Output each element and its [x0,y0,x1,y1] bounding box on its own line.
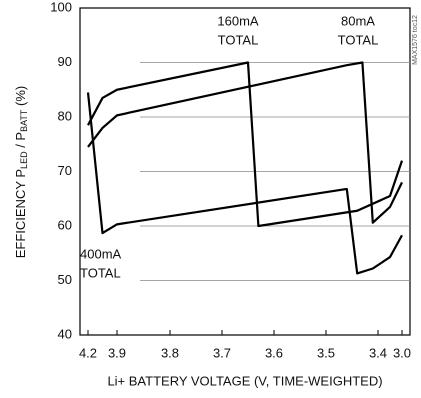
annotation: TOTAL [338,32,379,47]
y-tick-label: 60 [58,217,72,232]
annotation: TOTAL [218,32,259,47]
x-tick-label: 3.8 [161,345,179,360]
side-note: MAX1576 toc12 [412,15,419,65]
series-line [87,61,403,224]
y-label-part: (%) [13,86,28,110]
x-tick-label: 3.0 [393,345,411,360]
y-label-part: EFFICIENCY P [13,169,28,258]
y-axis-label: EFFICIENCY PLED / PBATT (%) [13,86,29,259]
annotation: 80mA [341,13,375,28]
y-tick-label: 90 [58,54,72,69]
annotation: 400mA [80,246,122,261]
y-tick-label: 50 [58,272,72,287]
y-tick-label: 100 [50,0,72,14]
y-label-sub: LED [19,151,29,169]
annotation: TOTAL [80,265,121,280]
x-tick-label: 3.7 [213,345,231,360]
y-tick-label: 80 [58,108,72,123]
x-tick-label: 3.4 [369,345,387,360]
y-label-sub: BATT [19,109,29,132]
y-tick-label: 70 [58,163,72,178]
x-tick-label: 3.9 [108,345,126,360]
annotation: 160mA [217,13,259,28]
x-axis-label: Li+ BATTERY VOLTAGE (V, TIME-WEIGHTED) [107,373,382,388]
x-tick-label: 3.6 [265,345,283,360]
x-tick-label: 4.2 [79,345,97,360]
x-tick-label: 3.5 [317,345,335,360]
y-tick-label: 40 [58,326,72,341]
y-label-part: / P [13,132,28,152]
series-line [87,61,404,228]
series-line [86,92,403,275]
